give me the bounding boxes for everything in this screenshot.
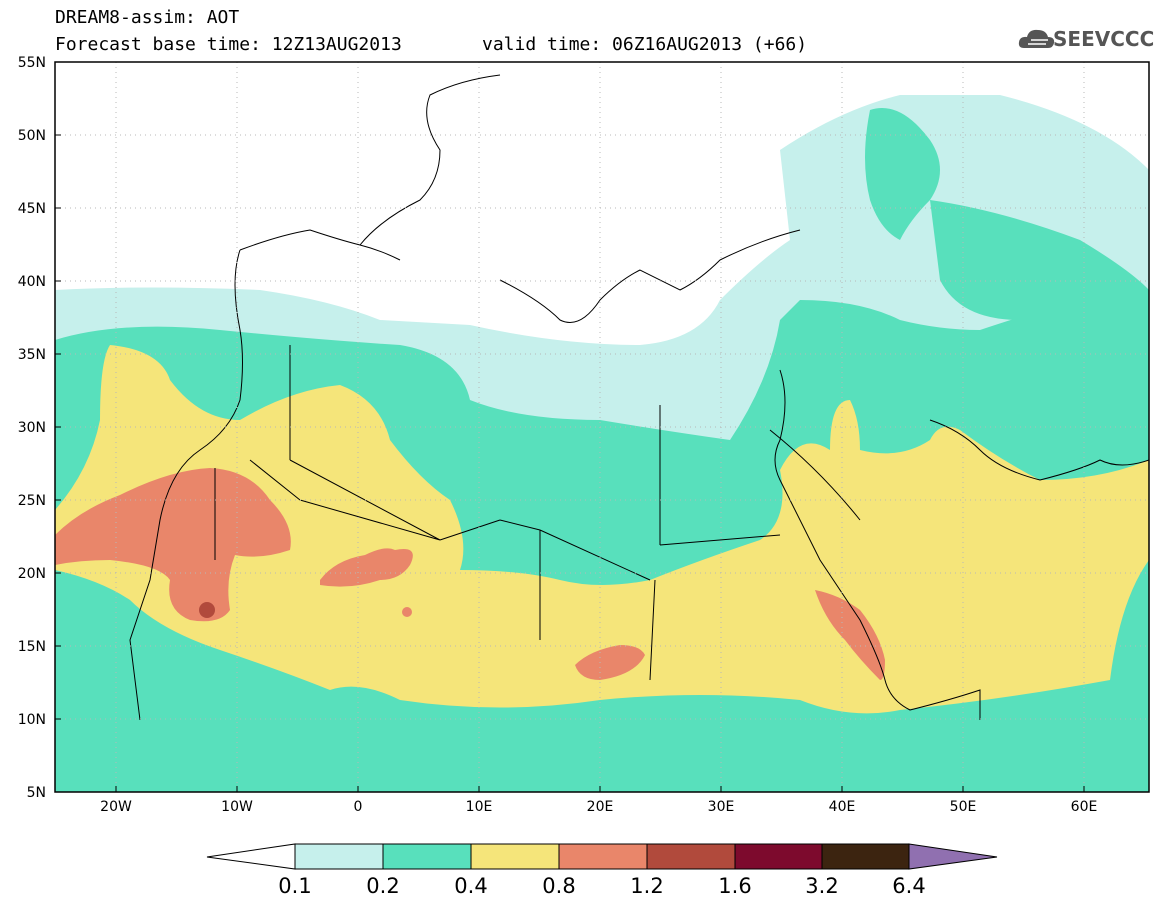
lon-label: 50E (949, 799, 977, 815)
lat-label: 20N (17, 566, 46, 582)
lat-label: 50N (17, 128, 46, 144)
lat-label: 55N (17, 55, 46, 71)
graticule (55, 62, 1149, 792)
aot-contour-0.8 (402, 607, 412, 617)
forecast-base-time: Forecast base time: 12Z13AUG2013 (55, 34, 402, 55)
lat-label: 45N (17, 201, 46, 217)
colorbar-seg-under (206, 843, 296, 870)
colorbar-label: 0.8 (542, 874, 576, 898)
colorbar-label: 0.1 (278, 874, 312, 898)
lat-label: 10N (17, 712, 46, 728)
colorbar-seg-3.2 (821, 843, 910, 870)
aot-contour-0.2 (865, 108, 940, 240)
lat-label: 25N (17, 493, 46, 509)
lon-label: 30E (707, 799, 735, 815)
map-title: DREAM8-assim: AOT (55, 7, 240, 28)
aot-contour-0.4 (55, 345, 1149, 714)
lat-label: 5N (26, 785, 46, 801)
lat-label: 30N (17, 420, 46, 436)
colorbar-label: 0.2 (366, 874, 400, 898)
aot-contour-0.8 (575, 645, 645, 680)
lat-label: 35N (17, 347, 46, 363)
lat-label: 40N (17, 274, 46, 290)
aot-contour-0.8 (815, 590, 885, 680)
colorbar-label: 0.4 (454, 874, 488, 898)
colorbar-seg-1.2 (646, 843, 736, 870)
lon-label: 10W (221, 799, 253, 815)
lon-label: 0 (353, 799, 363, 815)
aot-contour-0.8 (320, 548, 413, 587)
cloud-logo-icon (1018, 29, 1055, 48)
colorbar-seg-0.4 (470, 843, 560, 870)
lon-label: 20E (586, 799, 614, 815)
colorbar-label: 1.2 (630, 874, 664, 898)
colorbar (206, 843, 998, 870)
colorbar-seg-0.1 (294, 843, 384, 870)
aot-contour-0.2 (930, 200, 1149, 330)
lon-label: 10E (465, 799, 493, 815)
lat-label: 15N (17, 639, 46, 655)
colorbar-label: 6.4 (892, 874, 926, 898)
colorbar-seg-0.2 (382, 843, 472, 870)
aot-contour-0.8 (55, 468, 291, 622)
colorbar-label: 1.6 (718, 874, 752, 898)
colorbar-seg-0.8 (558, 843, 648, 870)
colorbar-label: 3.2 (805, 874, 839, 898)
aot-field (55, 62, 1149, 792)
colorbar-seg-1.6 (734, 843, 823, 870)
valid-time: valid time: 06Z16AUG2013 (+66) (482, 34, 808, 55)
lon-label: 20W (100, 799, 132, 815)
axis-ticks (55, 134, 1085, 792)
lon-label: 40E (828, 799, 856, 815)
colorbar-seg-over (908, 843, 998, 870)
aot-contour-1.2 (199, 602, 215, 618)
lon-label: 60E (1070, 799, 1098, 815)
logo-text: SEEVCCC (1053, 27, 1155, 51)
